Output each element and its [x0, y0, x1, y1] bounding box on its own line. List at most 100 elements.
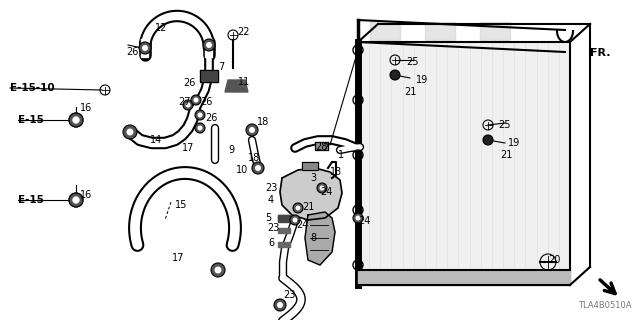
Text: 2: 2 [322, 143, 328, 153]
Circle shape [72, 116, 79, 124]
Text: 17: 17 [172, 253, 184, 263]
Circle shape [319, 186, 324, 190]
Circle shape [292, 218, 298, 222]
Text: 22: 22 [237, 27, 250, 37]
Circle shape [211, 263, 225, 277]
Polygon shape [358, 42, 570, 285]
Text: 19: 19 [508, 138, 520, 148]
Circle shape [483, 135, 493, 145]
Text: 1: 1 [338, 150, 344, 160]
Text: FR.: FR. [590, 48, 611, 58]
Circle shape [195, 123, 205, 133]
Circle shape [139, 42, 151, 54]
Circle shape [72, 116, 79, 124]
Polygon shape [358, 270, 570, 285]
Circle shape [193, 98, 198, 102]
Text: 14: 14 [150, 135, 163, 145]
Polygon shape [278, 215, 290, 220]
Text: 26: 26 [183, 78, 195, 88]
Text: 26: 26 [205, 113, 218, 123]
Text: 13: 13 [330, 167, 342, 177]
Text: 28: 28 [315, 142, 328, 152]
Circle shape [72, 196, 79, 204]
Circle shape [123, 125, 137, 139]
Text: 8: 8 [310, 233, 316, 243]
Circle shape [277, 302, 283, 308]
Polygon shape [480, 22, 510, 40]
Text: 19: 19 [416, 75, 428, 85]
Circle shape [195, 110, 205, 120]
Text: 23: 23 [265, 183, 277, 193]
Text: 5: 5 [265, 213, 271, 223]
Text: 23: 23 [283, 290, 296, 300]
Circle shape [69, 193, 83, 207]
Circle shape [252, 162, 264, 174]
Text: 26: 26 [126, 47, 138, 57]
Text: 26: 26 [200, 97, 212, 107]
Text: 21: 21 [404, 87, 417, 97]
Circle shape [293, 203, 303, 213]
Text: 9: 9 [228, 145, 234, 155]
Polygon shape [200, 70, 218, 82]
Polygon shape [278, 215, 290, 222]
Text: 27: 27 [178, 97, 191, 107]
Circle shape [69, 193, 83, 207]
Circle shape [186, 102, 191, 108]
Circle shape [142, 45, 148, 51]
Circle shape [183, 100, 193, 110]
Circle shape [72, 196, 79, 204]
Text: E-15: E-15 [18, 115, 44, 125]
Polygon shape [225, 80, 248, 92]
Circle shape [127, 129, 134, 135]
Text: 12: 12 [155, 23, 168, 33]
Text: 6: 6 [268, 238, 274, 248]
Text: 18: 18 [248, 153, 260, 163]
Text: 3: 3 [310, 173, 316, 183]
Circle shape [203, 39, 215, 51]
Polygon shape [370, 22, 400, 40]
Text: E-15-10: E-15-10 [10, 83, 54, 93]
Polygon shape [278, 242, 290, 247]
Circle shape [246, 124, 258, 136]
Circle shape [69, 113, 83, 127]
Polygon shape [315, 142, 328, 150]
Circle shape [353, 213, 363, 223]
Text: 21: 21 [500, 150, 513, 160]
Text: 16: 16 [80, 103, 92, 113]
Circle shape [355, 215, 360, 220]
Text: 25: 25 [406, 57, 419, 67]
Circle shape [69, 113, 83, 127]
Polygon shape [305, 212, 335, 265]
Circle shape [249, 127, 255, 133]
Circle shape [290, 215, 300, 225]
Text: 20: 20 [548, 255, 561, 265]
Text: 4: 4 [268, 195, 274, 205]
Text: 24: 24 [296, 220, 308, 230]
Text: 16: 16 [80, 190, 92, 200]
Polygon shape [278, 228, 290, 233]
Text: 25: 25 [498, 120, 511, 130]
Text: 15: 15 [175, 200, 188, 210]
Text: 17: 17 [182, 143, 195, 153]
Circle shape [255, 165, 261, 171]
Circle shape [206, 42, 212, 48]
Polygon shape [280, 168, 342, 220]
Text: 18: 18 [257, 117, 269, 127]
Circle shape [296, 205, 301, 211]
Polygon shape [302, 162, 318, 170]
Text: 24: 24 [358, 216, 371, 226]
Text: 11: 11 [238, 77, 250, 87]
Polygon shape [425, 22, 455, 40]
Circle shape [274, 299, 286, 311]
Text: 21: 21 [302, 202, 314, 212]
Circle shape [191, 95, 201, 105]
Circle shape [214, 267, 221, 274]
Circle shape [317, 183, 327, 193]
Text: 23: 23 [267, 223, 280, 233]
Circle shape [198, 113, 202, 117]
Text: TLA4B0510A: TLA4B0510A [579, 301, 632, 310]
Text: 10: 10 [236, 165, 248, 175]
Text: 7: 7 [218, 62, 224, 72]
Circle shape [390, 70, 400, 80]
Circle shape [198, 125, 202, 131]
